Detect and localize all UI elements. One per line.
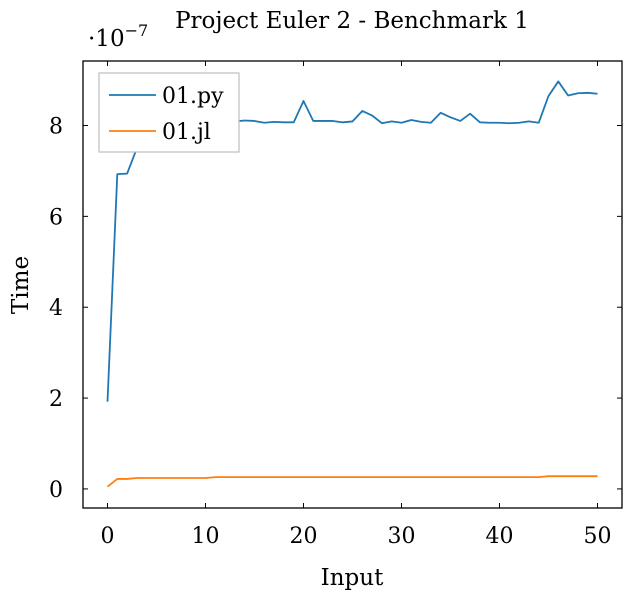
y-axis-scale-base: ·10 [88, 26, 125, 52]
ticks-layer: 0 10 20 30 40 50 0 2 4 6 8 [49, 61, 622, 549]
legend-label-01-jl: 01.jl [162, 120, 211, 145]
y-tick-label-4: 8 [49, 115, 63, 140]
plot-frame [82, 60, 623, 509]
x-tick-label-4: 40 [486, 524, 514, 549]
legend-label-01-py: 01.py [162, 84, 224, 109]
y-axis-scale-factor: ·10−7 [88, 21, 148, 52]
x-axis-label: Input [321, 565, 384, 591]
y-tick-label-2: 4 [49, 296, 63, 321]
y-tick-label-1: 2 [49, 387, 63, 412]
x-tick-label-1: 10 [192, 524, 220, 549]
series-line-01-jl [106, 475, 598, 488]
legend-box [98, 72, 240, 153]
x-tick-label-2: 20 [290, 524, 318, 549]
x-tick-label-5: 50 [584, 524, 612, 549]
chart-title: Project Euler 2 - Benchmark 1 [175, 8, 529, 34]
y-axis-label: Time [8, 256, 34, 314]
y-tick-label-3: 6 [49, 205, 63, 230]
legend: 01.py 01.jl [98, 72, 240, 153]
y-tick-label-0: 0 [49, 478, 63, 503]
x-tick-label-3: 30 [388, 524, 416, 549]
x-tick-label-0: 0 [101, 524, 115, 549]
y-axis-scale-exponent: −7 [125, 21, 149, 40]
